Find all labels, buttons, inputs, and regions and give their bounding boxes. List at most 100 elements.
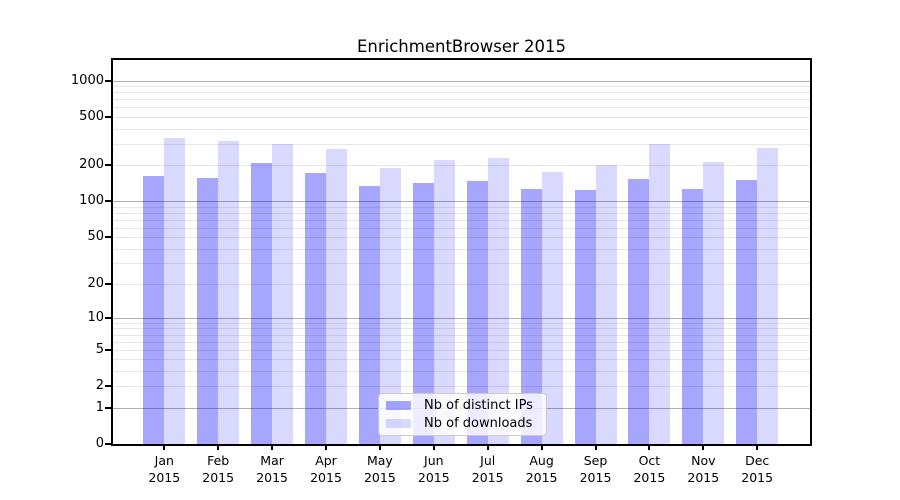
bar-distinct-ips-nov (682, 188, 704, 444)
x-tick-mark (325, 444, 327, 450)
legend-item-distinct-ips: Nb of distinct IPs (386, 398, 546, 413)
gridline-minor (113, 263, 810, 265)
y-tick-label: 50 (87, 229, 104, 245)
gridline-major (113, 201, 810, 203)
bar-downloads-oct (649, 144, 671, 444)
y-tick-mark (105, 236, 111, 239)
x-tick-label-apr: Apr 2015 (310, 453, 342, 485)
y-tick-label: 0 (95, 436, 104, 451)
bar-distinct-ips-oct (628, 179, 650, 444)
gridline-minor (113, 248, 810, 250)
bar-distinct-ips-feb (197, 178, 219, 444)
bar-downloads-jan (164, 138, 186, 444)
bar-distinct-ips-mar (251, 162, 273, 444)
gridline-minor (113, 371, 810, 373)
bar-distinct-ips-jun (412, 182, 434, 444)
gridline-minor (113, 117, 810, 118)
bar-downloads-mar (272, 144, 294, 444)
gridline-minor (113, 237, 810, 239)
y-tick-label: 10 (87, 309, 104, 325)
y-tick-mark (105, 79, 111, 82)
x-tick-label-feb: Feb 2015 (202, 453, 235, 485)
bar-downloads-apr (326, 148, 347, 444)
gridline-major (113, 80, 810, 82)
x-tick-label-may: May 2015 (363, 453, 396, 485)
x-tick-label-oct: Oct 2015 (633, 453, 666, 485)
y-tick-label: 100 (79, 193, 104, 209)
x-tick-mark (540, 444, 543, 450)
y-tick-mark (105, 348, 111, 351)
bar-downloads-aug (541, 172, 563, 444)
y-tick-mark (105, 282, 111, 285)
chart-title: EnrichmentBrowser 2015 (356, 37, 567, 56)
y-tick-mark (105, 443, 111, 445)
gridline-minor (113, 165, 810, 167)
legend-label-downloads: Nb of downloads (424, 416, 533, 432)
y-tick-mark (105, 316, 111, 319)
legend-label-distinct-ips: Nb of distinct IPs (424, 397, 533, 413)
gridline-minor (113, 349, 810, 351)
bar-distinct-ips-dec (736, 179, 758, 444)
bar-downloads-jun (433, 160, 455, 444)
gridline-minor (113, 206, 810, 208)
y-tick-mark (105, 164, 111, 167)
bar-downloads-feb (218, 140, 240, 444)
x-tick-mark (163, 444, 166, 450)
legend: Nb of distinct IPs Nb of downloads (378, 393, 547, 436)
legend-swatch-distinct-ips (386, 400, 411, 410)
y-tick-label: 1000 (70, 72, 104, 88)
x-tick-label-mar: Mar 2015 (256, 453, 288, 485)
y-tick-label: 20 (87, 275, 104, 291)
gridline-minor (113, 86, 810, 88)
y-tick-mark (105, 406, 111, 409)
gridline-minor (113, 334, 810, 336)
x-tick-label-dec: Dec 2015 (741, 453, 774, 485)
x-tick-label-jul: Jul 2015 (471, 453, 504, 485)
gridline-minor (113, 227, 810, 229)
gridline-minor (113, 92, 810, 94)
gridline-minor (113, 212, 810, 214)
y-tick-mark (105, 116, 111, 118)
y-tick-label: 1 (95, 399, 104, 415)
gridline-minor (113, 283, 810, 285)
gridline-minor (113, 359, 810, 361)
y-tick-label: 500 (79, 109, 104, 124)
x-tick-mark (756, 444, 759, 450)
y-tick-label: 5 (95, 341, 104, 357)
legend-item-downloads: Nb of downloads (386, 416, 546, 431)
bar-distinct-ips-sep (574, 190, 596, 444)
x-tick-mark (432, 444, 435, 450)
bar-downloads-may (379, 167, 401, 444)
bar-distinct-ips-aug (520, 188, 542, 444)
gridline-minor (113, 341, 810, 343)
y-tick-label: 200 (79, 157, 104, 173)
x-tick-label-nov: Nov 2015 (687, 453, 720, 485)
x-tick-label-sep: Sep 2015 (579, 453, 612, 485)
bar-downloads-nov (703, 162, 725, 444)
legend-swatch-downloads (386, 419, 411, 429)
y-tick-mark (105, 200, 111, 203)
bar-distinct-ips-jul (466, 180, 488, 444)
gridline-minor (113, 386, 810, 388)
plot-area (111, 58, 812, 446)
x-tick-mark (594, 444, 597, 450)
x-tick-mark (271, 444, 274, 450)
gridline-minor (113, 322, 810, 324)
bar-distinct-ips-may (358, 186, 380, 444)
x-tick-mark (702, 444, 705, 450)
gridline-minor (113, 328, 810, 330)
bar-distinct-ips-apr (305, 173, 326, 444)
x-tick-label-aug: Aug 2015 (525, 453, 558, 485)
x-tick-label-jan: Jan 2015 (148, 453, 181, 485)
gridline-minor (113, 128, 810, 130)
y-tick-label: 2 (95, 378, 104, 394)
gridline-minor (113, 143, 810, 145)
x-tick-mark (486, 444, 489, 450)
x-tick-mark (648, 444, 651, 450)
bar-distinct-ips-jan (143, 176, 165, 444)
y-tick-mark (105, 385, 111, 388)
x-tick-mark (217, 444, 220, 450)
x-tick-mark (378, 444, 381, 450)
bar-downloads-jul (487, 157, 509, 444)
